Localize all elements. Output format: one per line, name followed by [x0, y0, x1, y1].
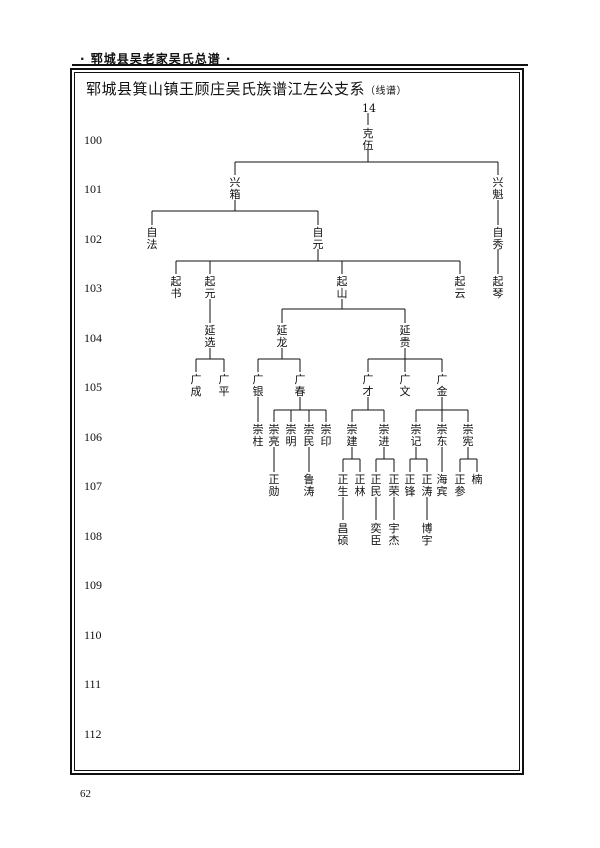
generation-label: 109 [84, 578, 102, 592]
person-name: 崇民 [304, 423, 315, 448]
person-name: 宇杰 [389, 522, 400, 547]
person-name: 正涛 [422, 473, 433, 498]
person-name: 博宇 [422, 522, 433, 547]
person-name: 自元 [313, 226, 324, 251]
diagram-title-text: 郓城县箕山镇王顾庄吴氏族谱江左公支系 [86, 80, 366, 98]
person-name: 海宾 [437, 472, 448, 498]
person-name: 崇宪 [463, 423, 474, 448]
generation-label: 107 [84, 479, 102, 493]
person-name: 起元 [205, 275, 216, 300]
person-name: 崇明 [286, 423, 297, 448]
person-name: 广金 [437, 373, 448, 398]
person-name: 正勋 [269, 473, 280, 498]
tree-nodes: 克伍 兴箱 兴魁 自法 自元 自秀 起书 起元 起山 起云 起琴 延选 延龙 延… [147, 127, 504, 547]
person-name: 起云 [455, 275, 466, 300]
book-header-title: · 郓城县吴老家吴氏总谱 · [80, 52, 232, 66]
generation-label: 108 [84, 529, 102, 543]
diagram-subtitle: （线谱） [365, 86, 408, 97]
person-name: 崇进 [379, 423, 390, 448]
person-name: 崇柱 [253, 423, 264, 448]
person-name: 起琴 [493, 275, 504, 300]
person-name: 崇亮 [269, 423, 280, 448]
person-name: 正荣 [389, 473, 400, 498]
generation-label: 111 [84, 677, 102, 691]
person-name: 正锋 [405, 473, 416, 498]
person-name: 广银 [253, 373, 264, 398]
tree-connectors [151, 113, 499, 520]
person-name: 昌硕 [338, 522, 349, 547]
person-name: 起山 [337, 275, 348, 300]
person-name: 广才 [363, 373, 374, 398]
header-rule-thick [72, 64, 528, 66]
page-number: 62 [80, 788, 91, 800]
person-name: 楠 [472, 472, 483, 486]
generation-label: 105 [84, 380, 102, 394]
generation-label: 104 [84, 331, 102, 345]
person-name: 广春 [295, 373, 306, 398]
person-name: 自法 [147, 226, 158, 251]
person-name: 奕臣 [371, 521, 382, 547]
person-name: 正民 [371, 473, 382, 498]
person-name: 正参 [455, 473, 466, 498]
person-name: 广平 [219, 373, 230, 398]
person-name: 正林 [355, 473, 366, 498]
person-name: 延龙 [277, 324, 288, 349]
ancestor-number-marker: 14 [362, 102, 376, 115]
person-name: 兴魁 [493, 176, 504, 201]
generation-label: 103 [84, 281, 102, 295]
person-name: 崇印 [321, 423, 332, 448]
page-frame-outer [70, 68, 524, 775]
person-name: 起书 [171, 275, 182, 300]
person-name: 延选 [205, 324, 216, 349]
person-name: 崇东 [437, 423, 448, 448]
person-name: 鲁涛 [304, 472, 315, 498]
person-name: 克伍 [363, 127, 374, 152]
generation-label: 100 [84, 133, 102, 147]
person-name: 自秀 [493, 226, 504, 251]
person-name: 正生 [338, 473, 349, 498]
generation-label: 102 [84, 232, 102, 246]
person-name: 崇记 [411, 423, 422, 448]
diagram-title: 郓城县箕山镇王顾庄吴氏族谱江左公支系（线谱） [86, 78, 407, 99]
generation-label: 101 [84, 182, 102, 196]
generation-label: 112 [84, 727, 102, 741]
person-name: 广成 [191, 373, 202, 398]
generation-label: 106 [84, 430, 102, 444]
person-name: 兴箱 [230, 176, 241, 201]
person-name: 崇建 [347, 423, 358, 448]
generation-label: 110 [84, 628, 102, 642]
person-name: 延贵 [400, 324, 411, 349]
person-name: 广文 [400, 373, 411, 398]
page-frame-inner [74, 72, 520, 771]
